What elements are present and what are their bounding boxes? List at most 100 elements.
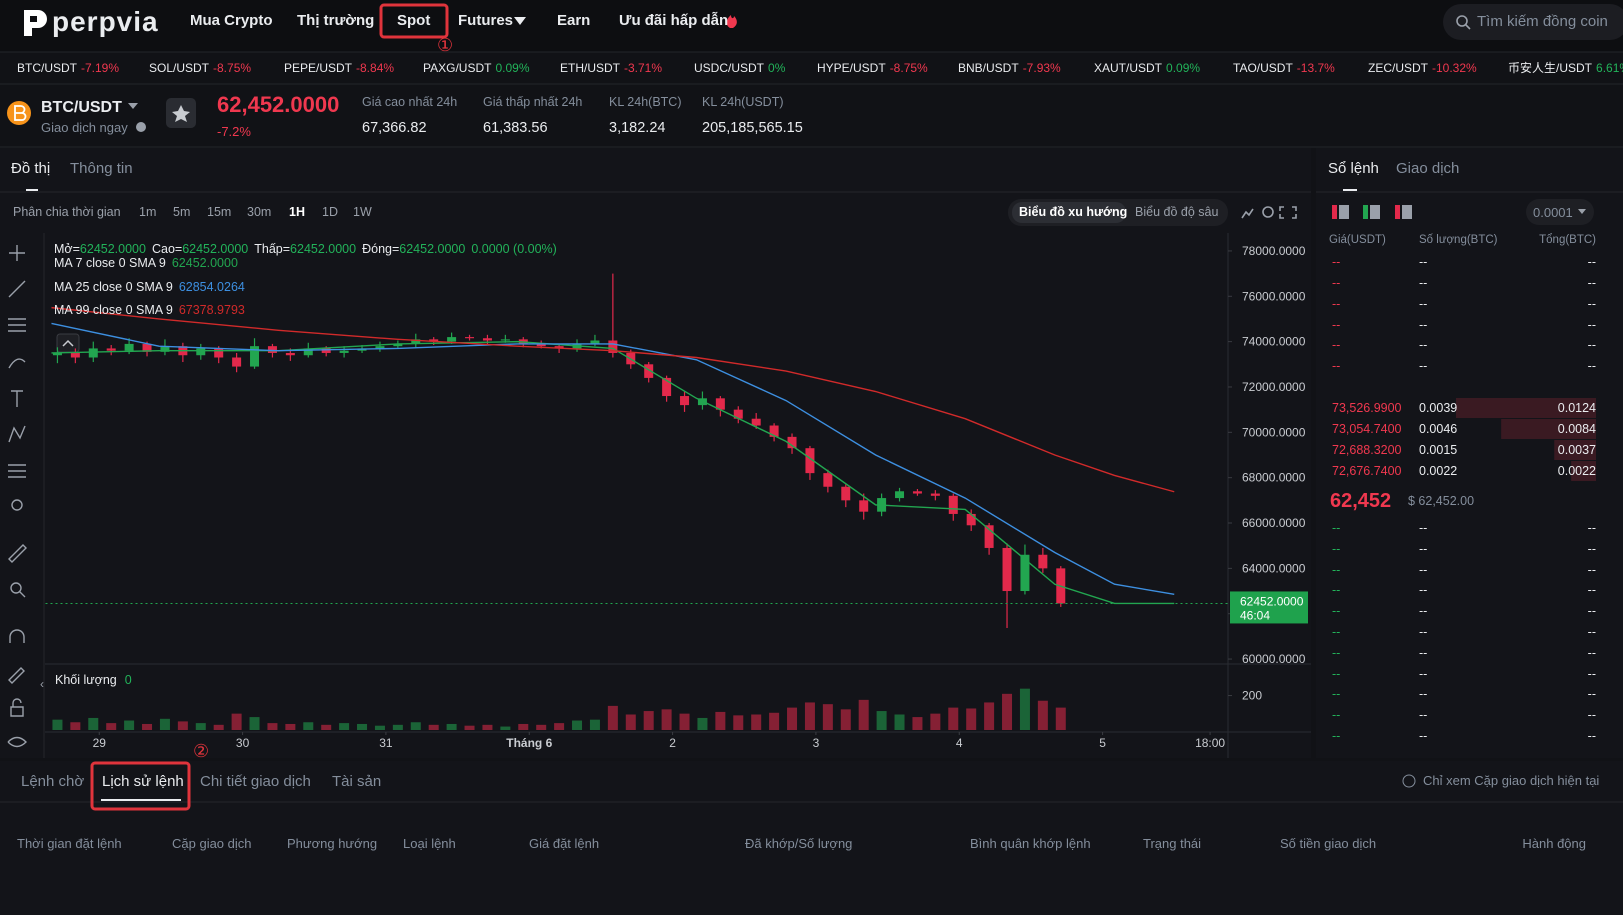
- search-box[interactable]: [1443, 4, 1623, 40]
- ticker-item[interactable]: USDC/USDT 0%: [694, 62, 785, 74]
- ask-qty: 0.0039: [1419, 401, 1458, 415]
- volume-value: 0: [124, 673, 132, 687]
- tab[interactable]: Giao dịch: [1396, 160, 1460, 177]
- ticker-item[interactable]: HYPE/USDT -8.75%: [817, 62, 928, 74]
- tab-active[interactable]: Sổ lệnh: [1328, 160, 1379, 177]
- candle-body: [250, 346, 260, 367]
- ticker-item[interactable]: ZEC/USDT -10.32%: [1368, 62, 1477, 74]
- drawing-tool[interactable]: [11, 390, 23, 407]
- candle-body: [411, 339, 421, 344]
- chart-tab[interactable]: Đồ thị: [11, 160, 51, 177]
- ask-price: --: [1332, 255, 1341, 269]
- bid-price: --: [1332, 583, 1341, 598]
- bid-price: --: [1332, 604, 1341, 619]
- nav-item[interactable]: Futures: [458, 12, 514, 29]
- candle-body: [285, 352, 295, 356]
- drawing-tool[interactable]: [8, 318, 26, 332]
- ticker-item[interactable]: XAUT/USDT 0.09%: [1094, 62, 1200, 74]
- interval[interactable]: 5m: [173, 205, 191, 219]
- volume-bar: [374, 725, 385, 730]
- drawing-tool[interactable]: [8, 280, 26, 298]
- volume-legend: Khối lượng 0: [55, 674, 132, 687]
- candle-body: [500, 339, 510, 341]
- drawing-tool[interactable]: [8, 425, 26, 443]
- bid-price: --: [1332, 729, 1341, 743]
- interval[interactable]: 1D: [322, 205, 338, 219]
- drawing-tool[interactable]: [8, 358, 26, 369]
- nav-item[interactable]: Ưu đãi hấp dẫn: [619, 12, 729, 29]
- precision-value[interactable]: 0.0001: [1533, 205, 1573, 220]
- bid-qty: --: [1419, 625, 1428, 639]
- candle-body: [447, 337, 457, 342]
- drawing-tool[interactable]: [9, 629, 25, 643]
- stat-value: 205,185,565.15: [702, 120, 803, 136]
- drawing-tool[interactable]: [10, 582, 26, 598]
- y-tick-label: 60000.0000: [1242, 652, 1306, 666]
- drawing-tool[interactable]: [9, 245, 25, 261]
- ticker-item[interactable]: PEPE/USDT -8.84%: [284, 62, 394, 74]
- orders-tab[interactable]: Chi tiết giao dịch: [200, 773, 311, 790]
- logo[interactable]: perpvia: [52, 6, 159, 37]
- filter-label[interactable]: Chỉ xem Cặp giao dịch hiện tại: [1423, 773, 1600, 788]
- interval[interactable]: 30m: [247, 205, 272, 219]
- bid-price: --: [1332, 666, 1341, 681]
- ask-price: 73,054.7400: [1332, 422, 1402, 436]
- x-tick-label: 4: [956, 736, 963, 750]
- nav-item[interactable]: Spot: [397, 12, 431, 29]
- dropdown-arrow[interactable]: [128, 103, 138, 109]
- drawing-tool[interactable]: [8, 544, 27, 563]
- ticker-item[interactable]: BTC/USDT -7.19%: [17, 62, 119, 74]
- bid-qty: --: [1419, 729, 1428, 743]
- pane-chevron[interactable]: ‹: [40, 677, 44, 691]
- search-icon: [1456, 15, 1471, 30]
- ticker-item[interactable]: TAO/USDT -13.7%: [1233, 62, 1335, 74]
- orders-tab[interactable]: Lệnh chờ: [21, 773, 85, 790]
- view-option[interactable]: Biểu đồ xu hướng: [1019, 205, 1128, 219]
- depth-icons[interactable]: [1332, 205, 1412, 219]
- candle-body: [769, 425, 779, 437]
- orders-tab[interactable]: Lịch sử lệnh: [102, 773, 184, 790]
- ticker-item[interactable]: SOL/USDT -8.75%: [149, 62, 251, 74]
- ma-name: MA 99 close 0 SMA 9: [54, 303, 173, 317]
- bid-total: --: [1587, 562, 1596, 577]
- bid-qty: --: [1419, 645, 1428, 660]
- drawing-tool[interactable]: [10, 698, 24, 717]
- precision-select[interactable]: [1526, 199, 1594, 225]
- candle-body: [715, 398, 725, 410]
- drawing-tool[interactable]: [8, 464, 26, 478]
- interval[interactable]: 1W: [353, 205, 372, 219]
- stat-value: 67,366.82: [362, 120, 427, 136]
- nav-item[interactable]: Mua Crypto: [190, 12, 273, 29]
- highlight-box: [90, 761, 191, 811]
- ticker-item[interactable]: PAXG/USDT 0.09%: [423, 62, 530, 74]
- trade-link[interactable]: Giao dịch ngay: [41, 120, 128, 135]
- nav-item[interactable]: Thị trường: [297, 12, 375, 29]
- volume-bar: [554, 723, 565, 730]
- ticker-pair: PAXG/USDT: [423, 61, 492, 75]
- volume-bar: [446, 723, 457, 730]
- orders-tab[interactable]: Tài sản: [332, 773, 382, 790]
- ask-qty: --: [1419, 338, 1428, 352]
- nav-item[interactable]: Earn: [557, 12, 591, 29]
- drawing-tool[interactable]: [8, 667, 25, 684]
- ticker-item[interactable]: BNB/USDT -7.93%: [958, 62, 1061, 74]
- ma-line: [51, 306, 1175, 493]
- chart-tools[interactable]: [1241, 206, 1297, 219]
- symbol-pair[interactable]: BTC/USDT: [41, 99, 122, 116]
- candle-body: [303, 348, 313, 356]
- checkbox[interactable]: [1402, 774, 1416, 788]
- chart-tab[interactable]: Thông tin: [70, 160, 133, 177]
- ma-value: 62854.0264: [178, 280, 245, 294]
- volume-bar: [500, 726, 511, 730]
- drawing-tool[interactable]: [7, 736, 27, 748]
- search-placeholder[interactable]: Tìm kiếm đồng coin: [1477, 13, 1608, 30]
- interval[interactable]: 1H: [289, 205, 305, 219]
- interval[interactable]: 1m: [139, 205, 157, 219]
- drawing-tool[interactable]: [11, 499, 23, 511]
- view-option[interactable]: Biểu đồ độ sâu: [1135, 205, 1219, 219]
- interval[interactable]: 15m: [207, 205, 232, 219]
- ticker-item[interactable]: ETH/USDT -3.71%: [560, 62, 662, 74]
- candle-body: [160, 346, 170, 352]
